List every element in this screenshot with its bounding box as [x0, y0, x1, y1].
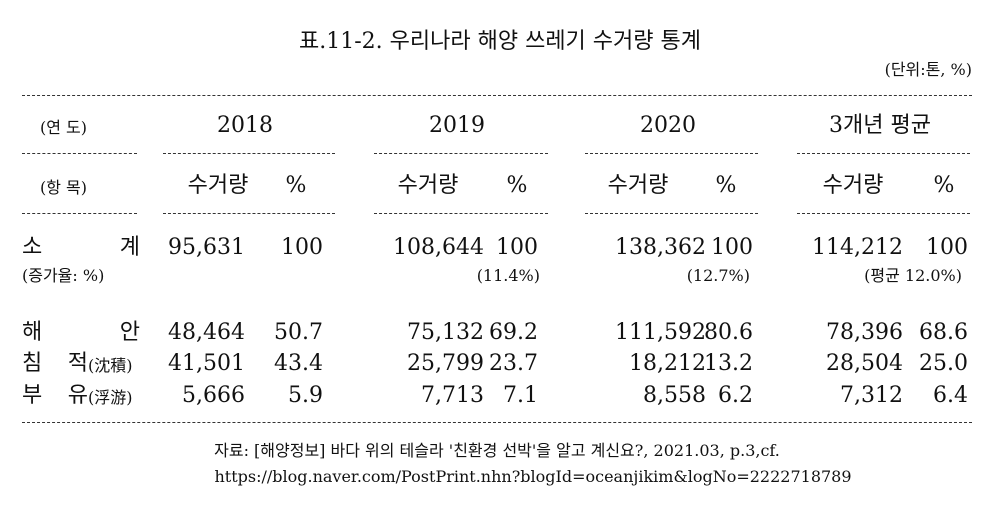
- growth: (11.4%): [476, 266, 540, 285]
- amount: 8,558: [643, 383, 706, 408]
- rule: [163, 153, 335, 154]
- amount: 7,312: [840, 383, 903, 408]
- amount: 18,212: [629, 351, 706, 376]
- unit: (단위:톤, %): [884, 60, 972, 79]
- amount: 28,504: [826, 351, 903, 376]
- amount: 114,212: [812, 235, 903, 260]
- rule: [797, 213, 970, 214]
- rule: [163, 213, 335, 214]
- percent: 13.2: [704, 351, 753, 376]
- pct-header: %: [506, 173, 528, 198]
- row-note: (沈積): [88, 356, 133, 375]
- amount: 41,501: [168, 351, 245, 376]
- row-note: (浮游): [88, 388, 133, 407]
- percent: 80.6: [704, 320, 753, 345]
- pct-header: %: [285, 173, 307, 198]
- percent: 25.0: [919, 351, 968, 376]
- row-label: 침 적: [22, 351, 88, 376]
- rule: [374, 213, 548, 214]
- amount: 95,631: [168, 235, 245, 260]
- amount-header: 수거량: [397, 173, 459, 198]
- row-label: 소 계: [22, 235, 140, 260]
- rule: [22, 422, 972, 423]
- amount: 7,713: [421, 383, 484, 408]
- percent: 7.1: [503, 383, 538, 408]
- percent: 69.2: [489, 320, 538, 345]
- growth: (평균 12.0%): [864, 266, 962, 285]
- year-header: 2019: [429, 113, 485, 138]
- growth-label: (증가율: %): [22, 266, 105, 285]
- amount: 78,396: [826, 320, 903, 345]
- amount: 111,592: [615, 320, 706, 345]
- item-label: (항 목): [40, 178, 88, 197]
- rule: [374, 153, 548, 154]
- amount-header: 수거량: [822, 173, 884, 198]
- amount-header: 수거량: [607, 173, 669, 198]
- growth: (12.7%): [686, 266, 750, 285]
- percent: 5.9: [288, 383, 323, 408]
- percent: 23.7: [489, 351, 538, 376]
- amount: 5,666: [182, 383, 245, 408]
- percent: 100: [281, 235, 323, 260]
- percent: 6.4: [933, 383, 968, 408]
- amount: 25,799: [407, 351, 484, 376]
- year-header: 3개년 평균: [829, 113, 931, 138]
- amount: 75,132: [407, 320, 484, 345]
- year-header: 2020: [640, 113, 696, 138]
- source-url: https://blog.naver.com/PostPrint.nhn?blo…: [214, 467, 852, 486]
- year-header: 2018: [217, 113, 273, 138]
- percent: 6.2: [718, 383, 753, 408]
- amount: 108,644: [393, 235, 484, 260]
- amount-header: 수거량: [187, 173, 249, 198]
- title: 표.11-2. 우리나라 해양 쓰레기 수거량 통계: [299, 29, 701, 54]
- pct-header: %: [715, 173, 737, 198]
- source: 자료: [해양정보] 바다 위의 테슬라 '친환경 선박'을 알고 계신요?, …: [214, 441, 780, 460]
- row-label: 해 안: [22, 320, 140, 345]
- amount: 138,362: [615, 235, 706, 260]
- rule: [797, 153, 970, 154]
- rule: [22, 95, 972, 96]
- percent: 68.6: [919, 320, 968, 345]
- percent: 100: [711, 235, 753, 260]
- rule: [585, 153, 758, 154]
- percent: 100: [496, 235, 538, 260]
- rule: [585, 213, 758, 214]
- percent: 50.7: [274, 320, 323, 345]
- year-label: (연 도): [40, 118, 88, 137]
- pct-header: %: [933, 173, 955, 198]
- percent: 43.4: [274, 351, 323, 376]
- row-label: 부 유: [22, 383, 88, 408]
- amount: 48,464: [168, 320, 245, 345]
- rule: [22, 213, 137, 214]
- rule: [22, 153, 137, 154]
- percent: 100: [926, 235, 968, 260]
